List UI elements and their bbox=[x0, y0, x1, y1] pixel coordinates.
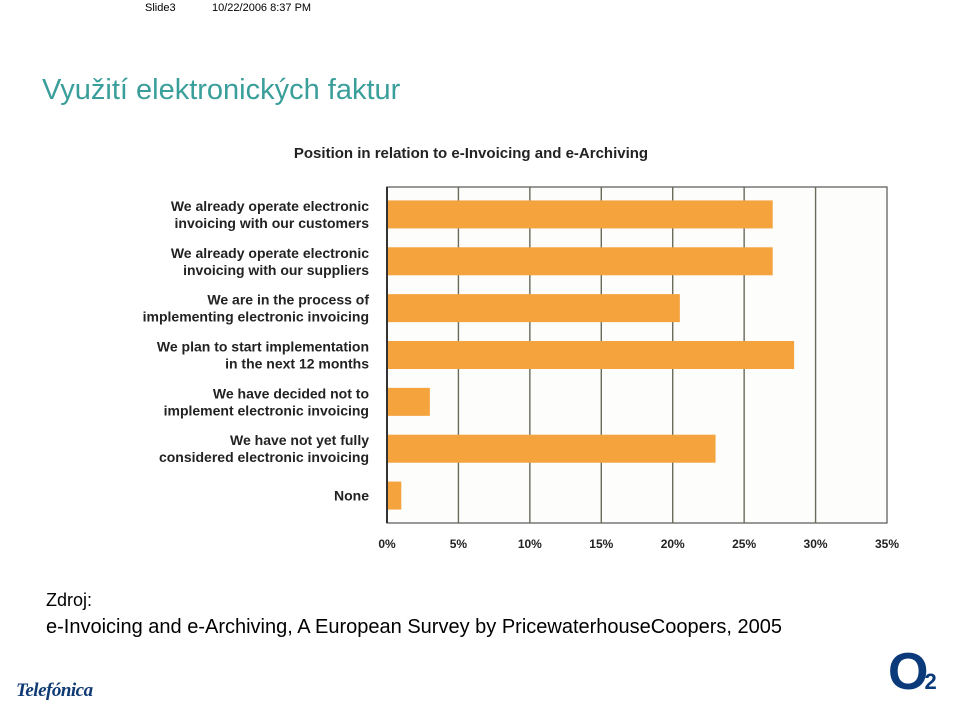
x-tick-label: 5% bbox=[450, 537, 468, 551]
category-label: We already operate electronic invoicing w… bbox=[171, 198, 369, 231]
x-tick-label: 30% bbox=[804, 537, 828, 551]
o2-logo: O2 bbox=[888, 642, 941, 702]
x-axis-ticks: 0% 5% 10% 15% 20% 25% 30% 35% bbox=[378, 537, 899, 551]
o2-logo-subscript: 2 bbox=[924, 669, 937, 694]
bar bbox=[388, 481, 402, 510]
chart-title: Position in relation to e-Invoicing and … bbox=[294, 145, 648, 162]
x-tick-label: 15% bbox=[589, 537, 613, 551]
x-tick-label: 25% bbox=[732, 537, 756, 551]
category-label: We are in the process of implementing ele… bbox=[143, 292, 370, 325]
category-label: We already operate electronic invoicing w… bbox=[171, 245, 369, 278]
bar bbox=[388, 200, 773, 229]
bar bbox=[388, 434, 716, 463]
o2-logo-letter: O bbox=[888, 643, 929, 701]
chart-bars bbox=[388, 200, 795, 510]
x-tick-label: 10% bbox=[518, 537, 542, 551]
category-label: We plan to start implementation in the ne… bbox=[157, 339, 369, 372]
slide-timestamp: 10/22/2006 8:37 PM bbox=[212, 2, 312, 14]
category-labels: We already operate electronic invoicing w… bbox=[143, 198, 370, 504]
x-tick-label: 0% bbox=[378, 537, 396, 551]
source-citation: e-Invoicing and e-Archiving, A European … bbox=[46, 616, 782, 638]
slide-name: Slide3 bbox=[145, 2, 176, 14]
category-label: We have not yet fully considered electron… bbox=[159, 432, 369, 465]
bar-chart: Position in relation to e-Invoicing and … bbox=[143, 145, 900, 551]
bar bbox=[388, 247, 773, 276]
bar bbox=[388, 294, 680, 323]
bar bbox=[388, 341, 795, 369]
bar bbox=[388, 387, 430, 416]
category-label: We have decided not to implement electron… bbox=[164, 385, 369, 418]
x-tick-label: 20% bbox=[661, 537, 685, 551]
category-label: None bbox=[334, 488, 369, 504]
page-title: Využití elektronických faktur bbox=[42, 74, 401, 106]
x-tick-label: 35% bbox=[875, 537, 899, 551]
telefonica-logo: Telefónica bbox=[16, 680, 93, 701]
source-label: Zdroj: bbox=[46, 590, 93, 610]
